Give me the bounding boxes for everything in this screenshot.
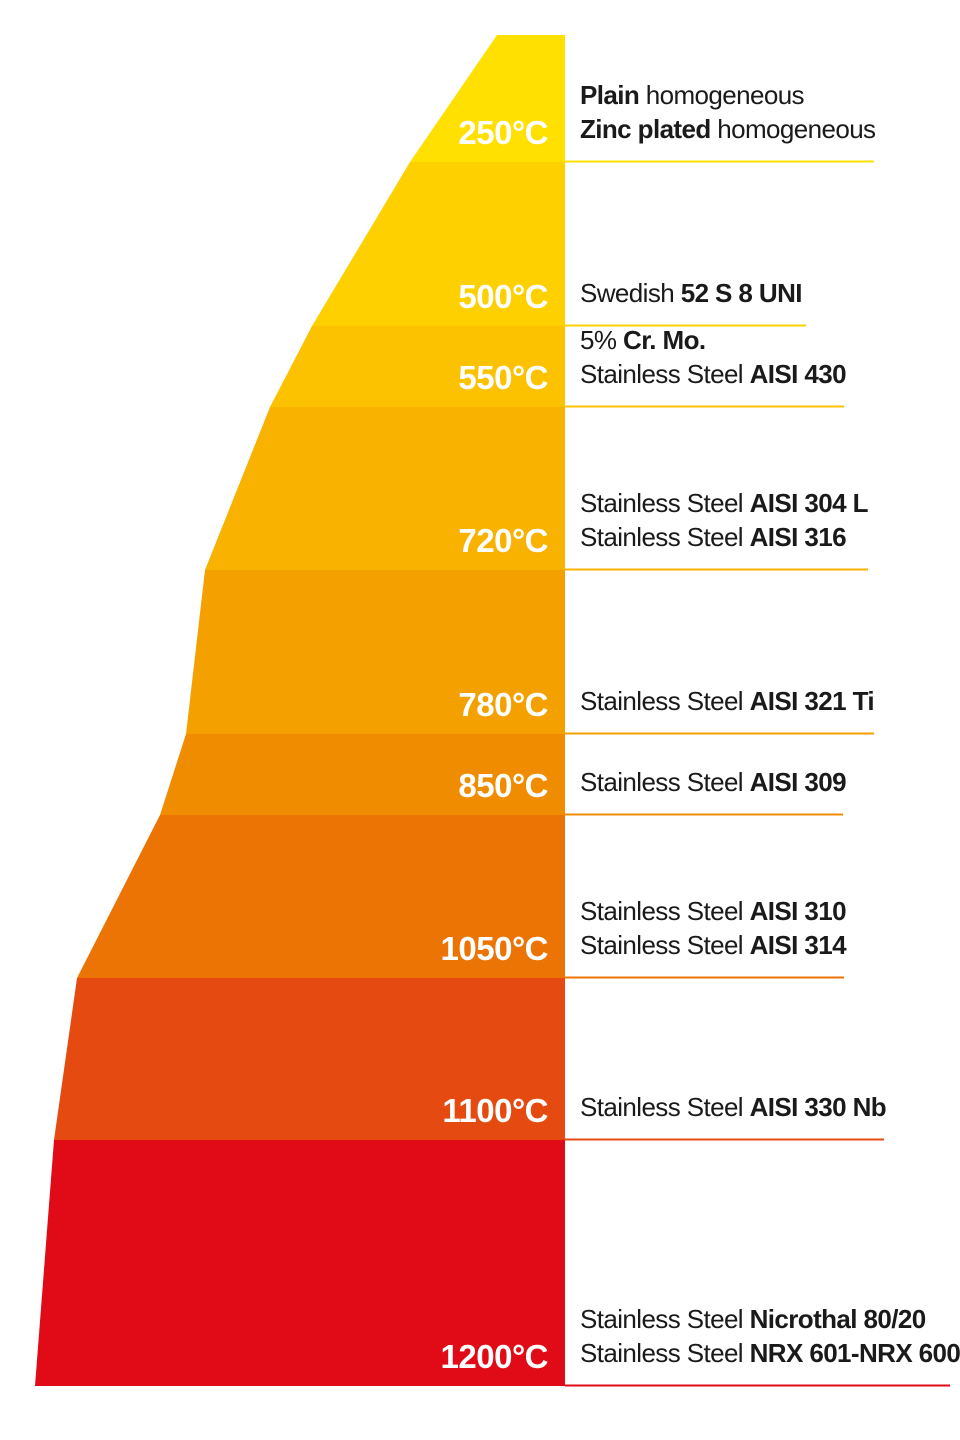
temperature-band: [410, 35, 565, 162]
material-line: Zinc plated homogeneous: [580, 114, 876, 144]
band-shapes: [35, 35, 565, 1386]
temperature-label: 1200°C: [441, 1338, 548, 1375]
material-grade: AISI 321 Ti: [750, 686, 874, 716]
material-grade: AISI 316: [750, 522, 847, 552]
temperature-label: 1050°C: [441, 930, 548, 967]
material-type: Stainless Steel: [580, 488, 750, 518]
material-type: homogeneous: [639, 80, 804, 110]
material-grade: AISI 310: [750, 896, 847, 926]
temperature-band: [312, 162, 565, 326]
material-line: Stainless Steel AISI 321 Ti: [580, 686, 874, 716]
material-type: Stainless Steel: [580, 1092, 750, 1122]
material-line: Stainless Steel AISI 330 Nb: [580, 1092, 886, 1122]
material-type: Swedish: [580, 278, 681, 308]
material-grade: AISI 304 L: [750, 488, 869, 518]
temperature-band: [186, 570, 565, 734]
material-line: Stainless Steel AISI 430: [580, 359, 846, 389]
material-type: 5%: [580, 325, 623, 355]
material-line: Stainless Steel Nicrothal 80/20: [580, 1304, 926, 1334]
temperature-band: [54, 978, 565, 1140]
temperature-label: 720°C: [458, 522, 548, 559]
temperature-label: 1100°C: [442, 1092, 548, 1129]
material-type: Stainless Steel: [580, 767, 750, 797]
material-type: Stainless Steel: [580, 1304, 750, 1334]
material-type: Stainless Steel: [580, 522, 750, 552]
material-grade: 52 S 8 UNI: [681, 278, 802, 308]
material-grade: Zinc plated: [580, 114, 711, 144]
material-line: Stainless Steel AISI 314: [580, 930, 847, 960]
temperature-label: 500°C: [458, 278, 548, 315]
material-grade: AISI 309: [750, 767, 847, 797]
material-line: Swedish 52 S 8 UNI: [580, 278, 802, 308]
material-line: Stainless Steel AISI 316: [580, 522, 846, 552]
temperature-band: [270, 326, 565, 407]
material-type: Stainless Steel: [580, 1338, 750, 1368]
material-line: Stainless Steel AISI 310: [580, 896, 846, 926]
material-grade: AISI 430: [750, 359, 847, 389]
temperature-band: [77, 815, 565, 978]
material-grade: Nicrothal 80/20: [750, 1304, 926, 1334]
material-grade: NRX 601-NRX 600: [750, 1338, 960, 1368]
material-type: Stainless Steel: [580, 896, 750, 926]
material-line: Stainless Steel AISI 309: [580, 767, 846, 797]
material-type: Stainless Steel: [580, 686, 750, 716]
temperature-label: 550°C: [458, 359, 548, 396]
temperature-label: 850°C: [458, 767, 548, 804]
material-line: Stainless Steel NRX 601-NRX 600: [580, 1338, 960, 1368]
temperature-band: [35, 1140, 565, 1386]
temperature-label: 780°C: [458, 686, 548, 723]
temperature-band: [160, 734, 565, 815]
temperature-label: 250°C: [458, 114, 548, 151]
temperature-band: [205, 407, 565, 570]
material-grade: Cr. Mo.: [623, 325, 705, 355]
material-grade: AISI 314: [750, 930, 848, 960]
material-line: Stainless Steel AISI 304 L: [580, 488, 869, 518]
material-type: homogeneous: [711, 114, 876, 144]
material-type: Stainless Steel: [580, 930, 750, 960]
material-line: 5% Cr. Mo.: [580, 325, 706, 355]
material-grade: AISI 330 Nb: [750, 1092, 886, 1122]
material-type: Stainless Steel: [580, 359, 750, 389]
material-line: Plain homogeneous: [580, 80, 805, 110]
material-grade: Plain: [580, 80, 639, 110]
